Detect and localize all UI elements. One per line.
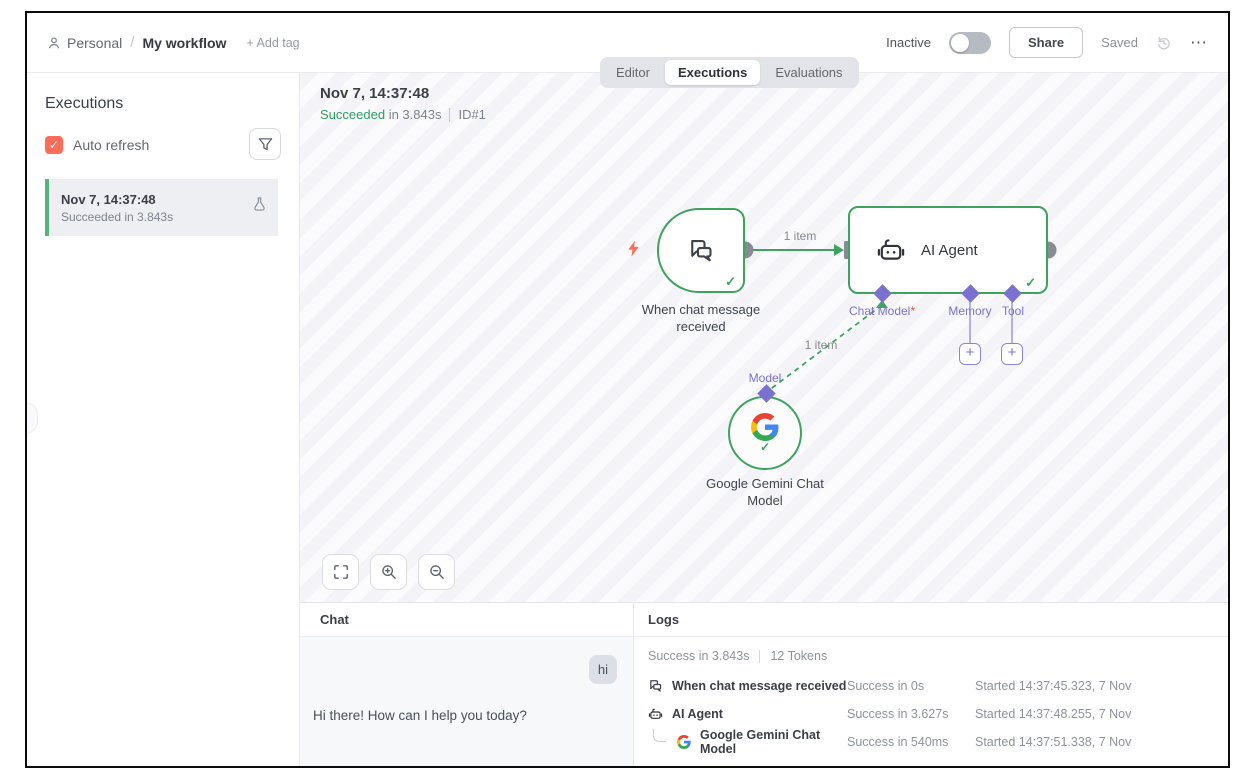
- toggle-knob: [950, 33, 969, 52]
- fit-view-icon: [333, 565, 348, 579]
- activation-label: Inactive: [886, 35, 931, 50]
- execution-header-duration: in 3.843s: [388, 107, 442, 122]
- node-ai-agent[interactable]: AI Agent ✓: [848, 206, 1048, 294]
- fit-view-button[interactable]: [322, 554, 359, 590]
- execution-header: Nov 7, 14:37:48 Succeeded in 3.843s ID#1: [320, 85, 486, 122]
- add-tag-button[interactable]: + Add tag: [246, 35, 300, 50]
- log-row-trigger[interactable]: When chat message received Success in 0s…: [648, 672, 1214, 700]
- model-edge-item-count: 1 item: [804, 338, 838, 352]
- breadcrumb-separator: /: [130, 34, 135, 51]
- topbar-actions: Inactive Share Saved ⋯: [886, 27, 1208, 58]
- execution-status: Succeeded in 3.843s: [61, 209, 174, 224]
- filter-icon: [258, 137, 272, 150]
- tab-evaluations[interactable]: Evaluations: [775, 65, 843, 80]
- execution-header-time: Nov 7, 14:37:48: [320, 85, 430, 102]
- view-tabs: Editor Executions Evaluations: [600, 57, 859, 88]
- tree-elbow: [653, 729, 666, 742]
- auto-refresh-label: Auto refresh: [73, 137, 150, 153]
- executions-sidebar: Executions ✓ Auto refresh Nov 7, 14:37:4…: [27, 73, 300, 766]
- history-icon[interactable]: [1156, 35, 1172, 51]
- filter-button[interactable]: [249, 128, 281, 160]
- agent-node-label: AI Agent: [921, 241, 978, 259]
- logs-summary-tokens: 12 Tokens: [770, 649, 828, 663]
- port-label-memory: Memory: [948, 304, 992, 318]
- robot-icon: [648, 707, 663, 721]
- zoom-out-icon: [429, 565, 444, 579]
- activation-toggle[interactable]: [948, 31, 991, 54]
- connections-layer: [736, 241, 1057, 392]
- google-icon: [751, 412, 779, 441]
- logs-panel-header[interactable]: Logs: [634, 603, 1228, 637]
- execution-success-bar: [45, 179, 49, 236]
- header-divider: [449, 107, 451, 122]
- chat-bubbles-icon: [648, 679, 663, 693]
- node-gemini-chat-model[interactable]: ✓: [728, 396, 802, 470]
- execution-date: Nov 7, 14:37:48: [61, 191, 156, 207]
- auto-refresh-checkbox[interactable]: ✓: [45, 136, 63, 154]
- chat-bubbles-icon: [691, 239, 712, 261]
- bottom-panels: Chat hi Hi there! How can I help you tod…: [300, 602, 1228, 766]
- zoom-in-icon: [381, 565, 396, 579]
- chat-message-bot: Hi there! How can I help you today?: [313, 708, 527, 723]
- person-icon: [48, 36, 60, 48]
- model-node-label: Google Gemini Chat Model: [706, 476, 824, 508]
- execution-header-id: ID#1: [458, 107, 486, 122]
- chat-panel-header[interactable]: Chat: [300, 603, 633, 637]
- more-menu-icon[interactable]: ⋯: [1190, 32, 1208, 52]
- sidebar-title: Executions: [45, 95, 124, 112]
- add-memory-button[interactable]: +: [959, 343, 981, 365]
- chat-panel: Chat hi Hi there! How can I help you tod…: [300, 603, 634, 766]
- workflow-canvas[interactable]: Nov 7, 14:37:48 Succeeded in 3.843s ID#1: [300, 73, 1228, 602]
- canvas-controls: [322, 554, 455, 590]
- share-button[interactable]: Share: [1008, 27, 1084, 58]
- trigger-node-label: When chat message received: [641, 302, 761, 334]
- node-chat-trigger[interactable]: ✓: [657, 208, 745, 293]
- zoom-out-button[interactable]: [418, 554, 455, 590]
- tab-executions[interactable]: Executions: [664, 60, 761, 85]
- chat-message-user: hi: [588, 655, 617, 684]
- breadcrumb: Personal / My workflow + Add tag: [47, 34, 300, 51]
- logs-summary: Success in 3.843s 12 Tokens: [648, 644, 1214, 668]
- execution-list-item[interactable]: Nov 7, 14:37:48 Succeeded in 3.843s: [45, 179, 278, 236]
- port-label-chat-model: Chat Model*: [848, 304, 916, 318]
- zoom-in-button[interactable]: [370, 554, 407, 590]
- add-tool-button[interactable]: +: [1001, 343, 1023, 365]
- app-window: Personal / My workflow + Add tag Inactiv…: [25, 11, 1230, 768]
- logs-summary-duration: Success in 3.843s: [648, 649, 750, 663]
- port-label-tool: Tool: [1001, 304, 1025, 318]
- log-row-model[interactable]: Google Gemini Chat Model Success in 540m…: [648, 728, 1214, 756]
- google-icon: [677, 735, 691, 749]
- required-asterisk: *: [910, 304, 916, 318]
- logs-body: Success in 3.843s 12 Tokens When chat me…: [634, 637, 1228, 756]
- log-row-agent[interactable]: AI Agent Success in 3.627s Started 14:37…: [648, 700, 1214, 728]
- chat-messages[interactable]: hi Hi there! How can I help you today?: [300, 637, 633, 766]
- logs-panel: Logs Success in 3.843s 12 Tokens When ch…: [634, 603, 1228, 766]
- logs-summary-divider: [759, 649, 761, 663]
- tab-editor[interactable]: Editor: [616, 65, 650, 80]
- robot-icon: [877, 239, 905, 260]
- trigger-bolt-icon: [626, 240, 641, 262]
- save-status: Saved: [1101, 35, 1138, 50]
- port-label-model: Model: [748, 371, 782, 385]
- test-flask-icon: [253, 197, 266, 217]
- breadcrumb-project[interactable]: Personal: [47, 35, 122, 51]
- auto-refresh-row: ✓ Auto refresh: [45, 128, 281, 161]
- node-success-check: ✓: [759, 439, 771, 454]
- execution-header-status: Succeeded: [320, 107, 386, 122]
- node-success-check: ✓: [1025, 275, 1036, 290]
- node-success-check: ✓: [725, 274, 736, 289]
- edge-item-count: 1 item: [783, 229, 817, 243]
- workflow-title[interactable]: My workflow: [142, 34, 227, 51]
